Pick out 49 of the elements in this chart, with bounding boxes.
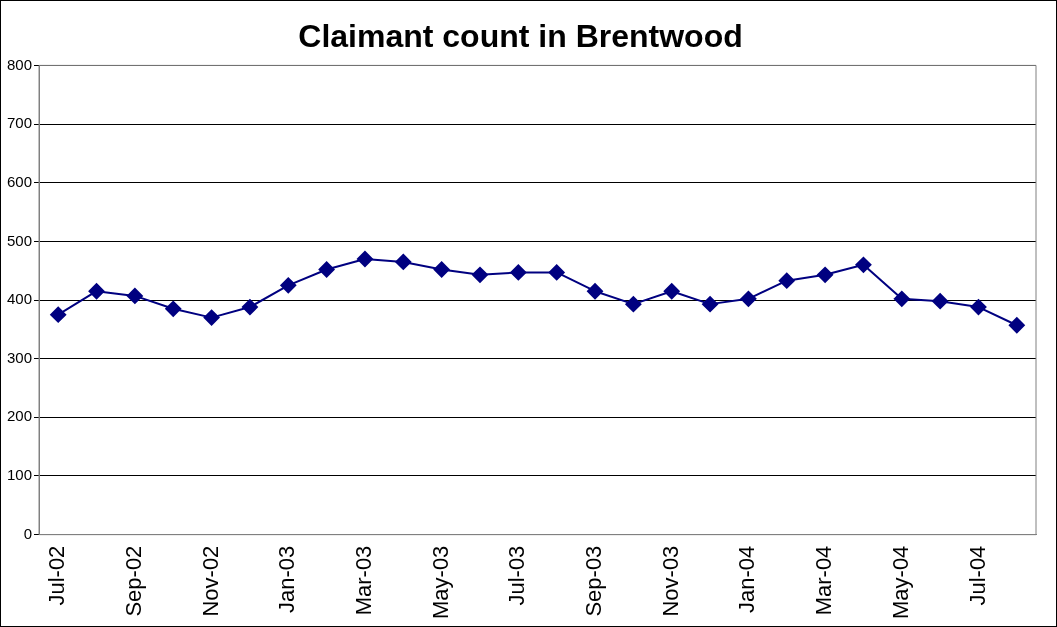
point [88,283,105,300]
x-tick-label: Sep-02 [120,545,146,617]
chart-title: Claimant count in Brentwood [298,18,743,55]
x-tick-label: Nov-03 [657,545,683,617]
x-tick-label: Sep-03 [581,545,607,617]
point [778,272,795,289]
x-tick-label: Jul-02 [44,545,70,606]
point [587,283,604,300]
point [702,296,719,313]
point [472,266,488,283]
point [625,296,642,313]
point [740,290,757,307]
y-tick-label: 0 [23,524,33,542]
point [510,264,527,281]
y-tick-label: 200 [7,407,33,425]
x-tick-label: May-03 [427,545,453,619]
x-tick-label: Nov-02 [197,545,223,617]
point [280,277,297,294]
x-tick-label: Jan-04 [734,545,760,613]
y-tick-label: 700 [7,114,33,132]
point [663,283,680,300]
point [932,293,949,310]
x-tick-label: Mar-03 [351,545,377,616]
point [203,309,220,326]
y-tick-label: 500 [7,231,33,249]
y-tick-label: 100 [7,466,33,484]
point [126,287,143,304]
x-tick-label: Mar-04 [811,545,837,616]
point [893,290,910,307]
x-tick-label: Jan-03 [274,545,300,613]
y-tick-label: 800 [7,55,33,73]
point [356,250,373,267]
point [1008,317,1025,334]
point [395,253,412,270]
point [817,266,834,283]
point [855,256,872,273]
y-tick-label: 400 [7,290,33,308]
y-tick-label: 300 [7,348,33,366]
point [241,299,258,316]
point [548,264,565,281]
point [165,300,182,317]
point [433,261,450,278]
x-tick-label: May-04 [887,545,913,619]
x-tick-label: Jul-04 [964,545,990,606]
y-tick-label: 600 [7,172,33,190]
x-tick-label: Jul-03 [504,545,530,606]
point [970,299,987,316]
point [50,306,67,323]
point [318,261,335,278]
